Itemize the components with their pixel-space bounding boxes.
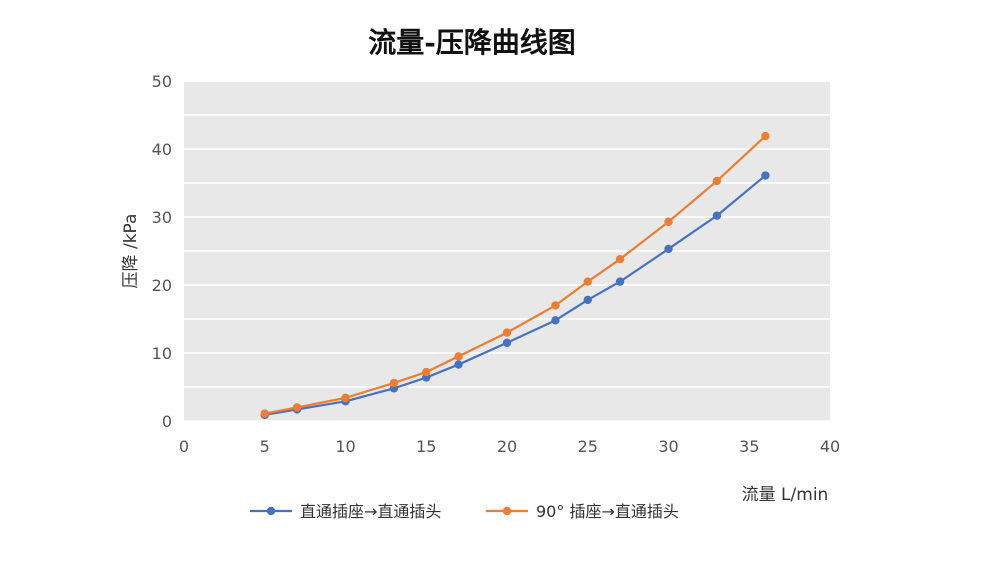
data-point: [583, 295, 592, 305]
legend-label: 直通插座→直通插头: [300, 502, 441, 521]
x-tick-label: 10: [335, 437, 355, 456]
data-point: [583, 277, 592, 286]
chart-title: 流量-压降曲线图: [368, 26, 576, 59]
data-point: [615, 254, 625, 264]
data-point: [761, 131, 770, 141]
data-point: [712, 211, 722, 220]
data-point: [454, 360, 463, 369]
x-tick-label: 20: [497, 437, 517, 456]
legend: 直通插座→直通插头 90° 插座→直通插头: [250, 502, 679, 521]
y-tick-label: 40: [152, 140, 172, 159]
y-axis-label: 压降 /kPa: [121, 214, 141, 289]
data-point: [454, 352, 463, 361]
x-tick-label: 35: [739, 437, 759, 456]
data-point: [664, 217, 673, 226]
x-tick-label: 5: [260, 437, 270, 456]
x-tick-label: 15: [416, 437, 436, 456]
x-tick-label: 40: [820, 437, 840, 456]
y-tick-label: 0: [162, 412, 172, 431]
x-axis-ticks: 0 5 10 15 20 25 30 35 40: [179, 437, 840, 456]
x-tick-label: 30: [658, 437, 678, 456]
data-point: [551, 316, 560, 325]
series-2: [260, 131, 770, 418]
data-point: [664, 244, 673, 254]
data-point: [422, 367, 431, 377]
y-tick-label: 20: [152, 276, 172, 295]
data-point: [551, 301, 560, 310]
x-tick-label: 25: [578, 437, 598, 456]
data-point: [502, 338, 512, 347]
legend-label: 90° 插座→直通插头: [536, 502, 679, 521]
data-point: [761, 171, 770, 180]
y-tick-label: 10: [152, 344, 172, 363]
legend-item: 直通插座→直通插头: [250, 502, 441, 521]
data-point: [712, 176, 722, 186]
legend-item: 90° 插座→直通插头: [486, 502, 679, 521]
data-point: [341, 393, 350, 403]
legend-marker: [266, 506, 276, 516]
data-point: [615, 277, 625, 286]
legend-marker: [502, 506, 512, 516]
y-tick-label: 30: [152, 208, 172, 227]
data-point: [502, 328, 512, 337]
data-point: [260, 409, 269, 418]
y-tick-label: 50: [152, 72, 172, 91]
x-axis-label: 流量 L/min: [742, 485, 829, 505]
data-point: [292, 403, 302, 412]
gridlines: [184, 80, 830, 422]
series-group: [260, 131, 770, 420]
x-tick-label: 0: [179, 437, 189, 456]
y-axis-ticks: 0 10 20 30 40 50: [152, 72, 172, 431]
data-point: [389, 378, 399, 388]
